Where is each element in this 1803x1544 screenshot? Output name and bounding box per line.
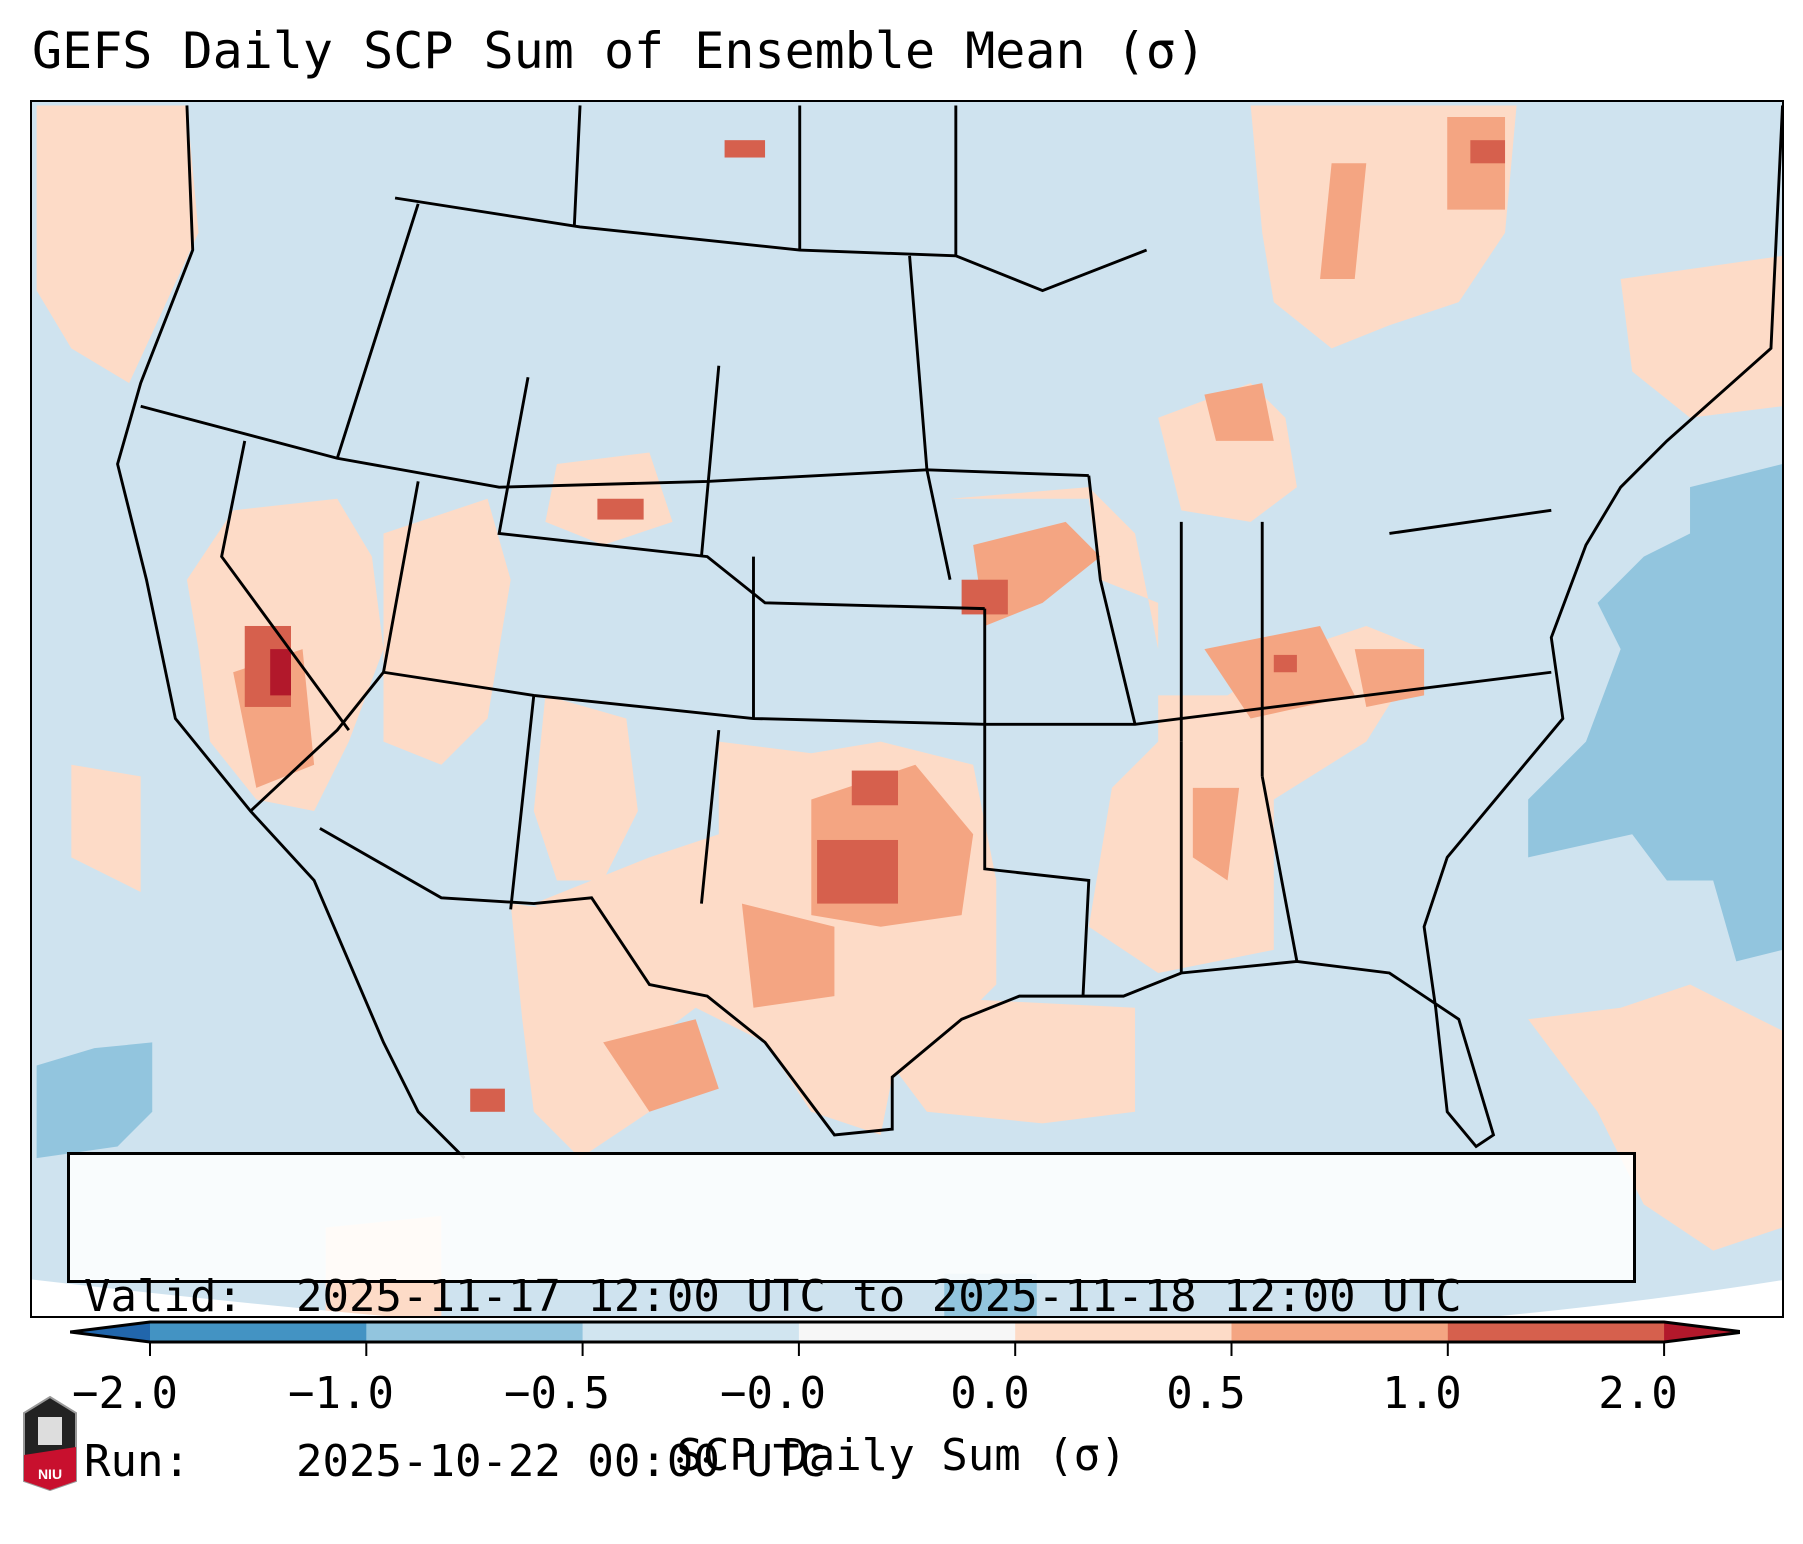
coastlines-and-borders bbox=[116, 105, 1782, 1160]
colorbar-tick-label: 2.0 bbox=[1598, 1368, 1678, 1419]
valid-label: Valid: bbox=[84, 1271, 243, 1322]
colorbar-extend-max bbox=[1664, 1322, 1740, 1342]
colorbar-tick-label: 0.0 bbox=[950, 1368, 1030, 1419]
valid-run-info-box: Valid: 2025-11-17 12:00 UTC to 2025-11-18… bbox=[67, 1152, 1636, 1487]
positive-anomaly-extreme bbox=[270, 649, 291, 696]
colorbar-segment bbox=[1231, 1322, 1449, 1342]
colorbar-segment bbox=[150, 1322, 367, 1342]
colorbar bbox=[70, 1320, 1740, 1356]
colorbar-tick-label: −1.0 bbox=[288, 1368, 394, 1419]
colorbar-segment bbox=[582, 1322, 800, 1342]
colorbar-segment bbox=[1447, 1322, 1665, 1342]
colorbar-tick-label: 0.5 bbox=[1166, 1368, 1246, 1419]
colorbar-tick-label: 1.0 bbox=[1382, 1368, 1462, 1419]
colorbar-tick-label: −0.0 bbox=[720, 1368, 826, 1419]
colorbar-label: SCP Daily Sum (σ) bbox=[676, 1430, 1127, 1481]
colorbar-tick-label: −2.0 bbox=[72, 1368, 178, 1419]
run-value: 2025-10-22 00:00 UTC bbox=[296, 1436, 826, 1487]
chart-title: GEFS Daily SCP Sum of Ensemble Mean (σ) bbox=[32, 22, 1206, 80]
projection-edge bbox=[32, 1279, 1782, 1316]
map-panel bbox=[30, 100, 1784, 1318]
colorbar-tick-label: −0.5 bbox=[504, 1368, 610, 1419]
niu-logo: NIU bbox=[23, 1395, 77, 1491]
colorbar-extend-min bbox=[70, 1322, 150, 1342]
map-canvas bbox=[32, 105, 1782, 1316]
svg-text:NIU: NIU bbox=[38, 1466, 62, 1482]
colorbar-segment bbox=[798, 1322, 1016, 1342]
valid-value: 2025-11-17 12:00 UTC to 2025-11-18 12:00… bbox=[296, 1271, 1462, 1322]
colorbar-segment bbox=[366, 1322, 584, 1342]
run-label: Run: bbox=[84, 1436, 190, 1487]
colorbar-segment bbox=[1015, 1322, 1232, 1342]
